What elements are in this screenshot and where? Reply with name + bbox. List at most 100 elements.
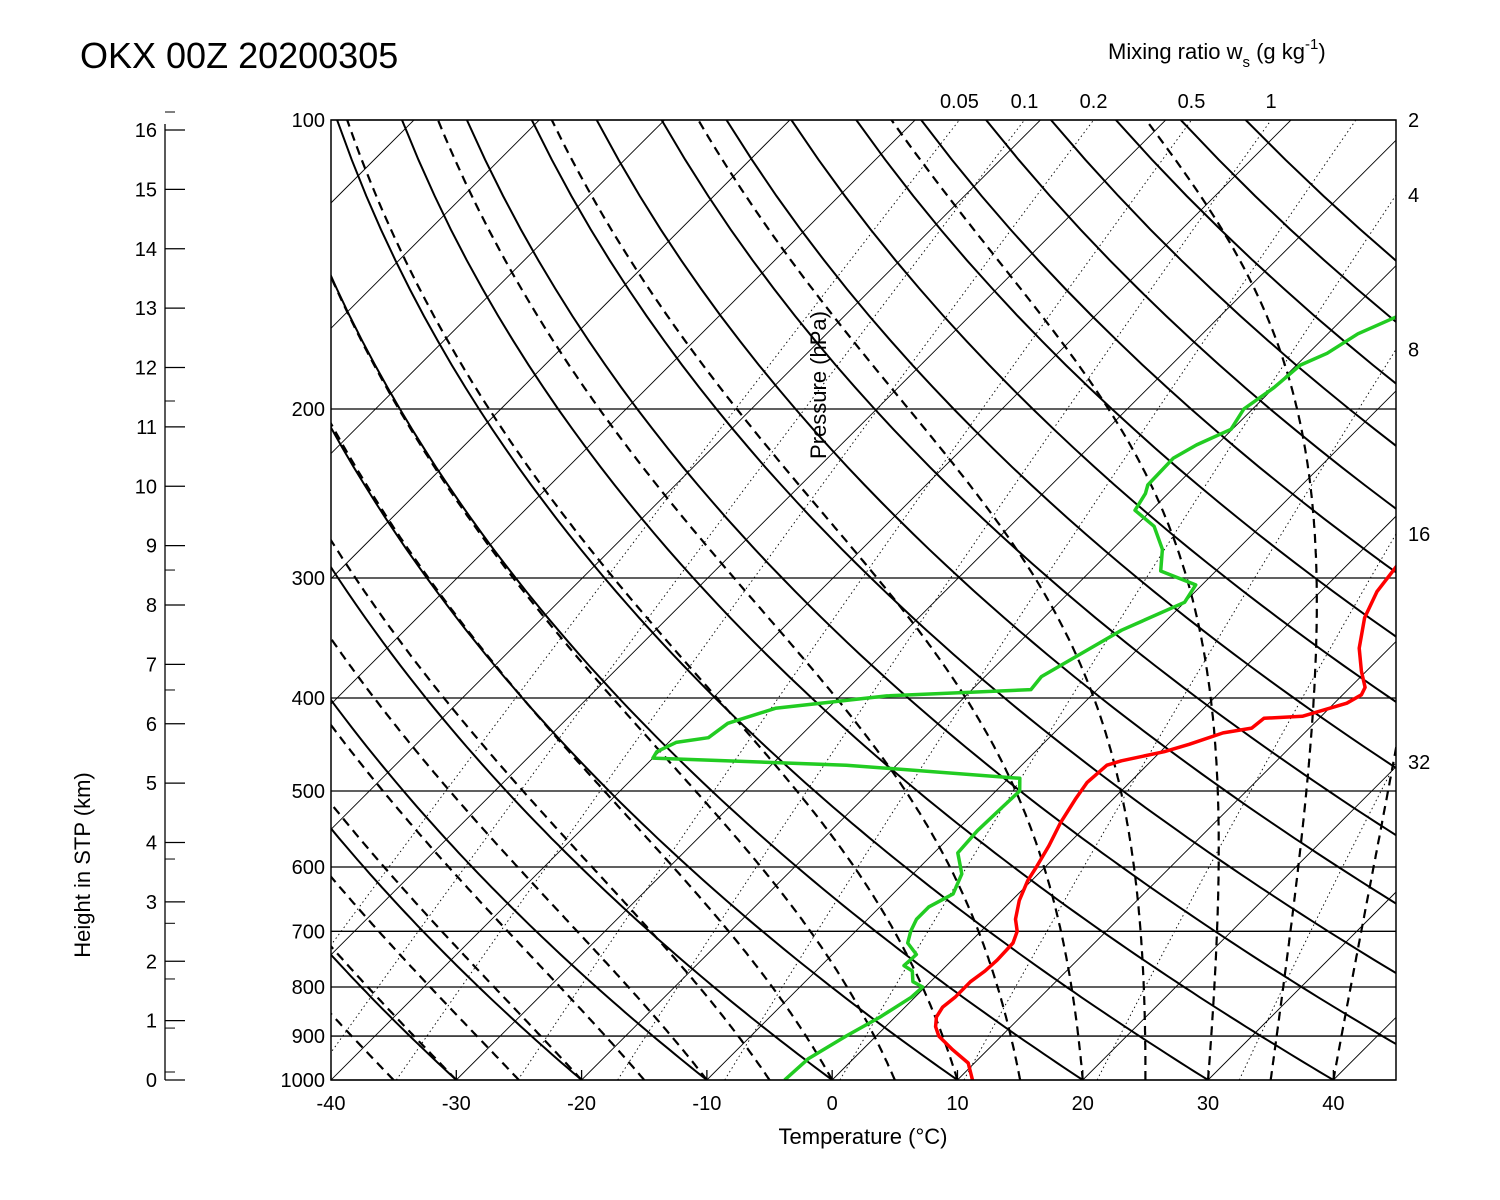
x-axis: -40 -30 -20 -10 0 10 20 30 40 — [317, 1070, 1344, 1115]
isotherm — [831, 515, 1396, 1080]
mixing-ratio-right-label: 4 — [1408, 185, 1419, 207]
mixing-ratio-ticks: 0.05 0.1 0.2 0.5 1 2 4 8 16 32 — [940, 91, 1430, 774]
x-tick-label: -10 — [692, 1093, 721, 1115]
height-tick-label: 8 — [146, 595, 157, 617]
moist-adiabat — [346, 120, 959, 1080]
mixing-ratio-right-label: 32 — [1408, 752, 1430, 774]
moist-adiabat — [550, 120, 1084, 1080]
background-lines — [331, 120, 1396, 1080]
x-tick-label: 20 — [1072, 1093, 1094, 1115]
mixing-ratio-line — [517, 120, 1192, 1080]
moist-adiabat — [331, 801, 583, 1080]
dry-adiabat — [331, 425, 959, 1080]
x-tick-label: -20 — [567, 1093, 596, 1115]
moist-adiabat — [331, 944, 458, 1080]
x-tick-label: 40 — [1322, 1093, 1344, 1115]
x-tick-label: -30 — [442, 1093, 471, 1115]
height-tick-label: 13 — [135, 298, 157, 320]
height-tick-label: 2 — [146, 951, 157, 973]
pressure-tick-label: 700 — [292, 921, 325, 943]
isotherm — [455, 139, 1396, 1080]
moist-adiabat — [331, 421, 834, 1080]
mixing-ratio-label-main: Mixing ratio w — [1108, 39, 1243, 64]
pressure-axis: 1000 900 800 700 600 500 400 300 200 100 — [281, 110, 326, 1092]
height-tick-label: 4 — [146, 833, 157, 855]
height-tick-label: 10 — [135, 476, 157, 498]
mixing-ratio-units-exponent: -1 — [1305, 36, 1318, 53]
dry-adiabat — [401, 120, 1334, 1080]
mixing-ratio-subscript: s — [1242, 54, 1250, 71]
dry-adiabat — [790, 120, 1396, 704]
x-axis-label: Temperature (°C) — [779, 1124, 948, 1149]
x-tick-label: 30 — [1197, 1093, 1219, 1115]
isotherm — [331, 120, 540, 329]
isotherm — [331, 120, 916, 705]
dry-adiabat — [855, 120, 1396, 638]
moist-adiabat — [331, 723, 646, 1080]
moist-adiabat — [331, 274, 896, 1080]
height-tick-label: 5 — [146, 773, 157, 795]
mixing-ratio-top-label: 0.05 — [940, 91, 979, 113]
dry-adiabat — [660, 120, 1396, 837]
dewpoint-profile — [651, 315, 1396, 1080]
isotherm — [331, 120, 1292, 1080]
isotherm — [1082, 766, 1396, 1080]
mixing-ratio-units: (g kg — [1250, 39, 1305, 64]
dry-adiabat — [331, 698, 708, 1080]
dry-adiabat — [331, 273, 1084, 1080]
isotherm — [331, 120, 1167, 956]
height-tick-label: 12 — [135, 358, 157, 380]
dry-adiabat — [530, 120, 1396, 975]
x-tick-label: 10 — [946, 1093, 968, 1115]
mixing-ratio-top-label: 0.1 — [1011, 91, 1039, 113]
height-tick-label: 1 — [146, 1011, 157, 1033]
isotherm — [581, 264, 1396, 1080]
dry-adiabat — [331, 826, 583, 1080]
moist-adiabat — [697, 120, 1147, 1080]
isotherm — [331, 120, 791, 580]
pressure-tick-label: 400 — [292, 688, 325, 710]
moist-adiabat — [331, 875, 520, 1080]
dry-adiabat — [331, 953, 457, 1080]
mixing-ratio-line — [963, 348, 1396, 1080]
pressure-tick-label: 100 — [292, 110, 325, 132]
height-tick-label: 0 — [146, 1070, 157, 1092]
plot-frame — [330, 119, 1397, 1081]
pressure-tick-label: 300 — [292, 568, 325, 590]
mixing-ratio-right-label: 8 — [1408, 340, 1419, 362]
mixing-ratio-label: Mixing ratio ws (g kg-1) — [1108, 36, 1326, 71]
pressure-tick-label: 200 — [292, 399, 325, 421]
height-tick-label: 3 — [146, 892, 157, 914]
x-tick-label: -40 — [317, 1093, 346, 1115]
dry-adiabat — [465, 120, 1396, 1046]
moist-adiabat — [890, 120, 1220, 1080]
mixing-ratio-top-label: 1 — [1266, 91, 1277, 113]
moist-adiabat — [1145, 120, 1318, 1080]
height-tick-label: 14 — [135, 239, 157, 261]
x-tick-label: 0 — [827, 1093, 838, 1115]
dry-adiabat — [595, 120, 1396, 905]
pressure-tick-label: 600 — [292, 857, 325, 879]
pressure-tick-label: 1000 — [281, 1070, 326, 1092]
isotherm — [331, 120, 665, 455]
dry-adiabat — [725, 120, 1396, 770]
mixing-ratio-right-label: 2 — [1408, 110, 1419, 132]
mixing-ratio-line — [331, 120, 1025, 1054]
mixing-ratio-right-label: 16 — [1408, 524, 1430, 546]
isotherm — [1207, 891, 1396, 1080]
height-tick-label: 16 — [135, 120, 157, 142]
isotherm — [331, 120, 1041, 831]
height-tick-label: 6 — [146, 714, 157, 736]
chart-title: OKX 00Z 20200305 — [80, 35, 398, 76]
svg-text:Mixing ratio ws (g kg-1): Mixing ratio ws (g kg-1) — [1108, 36, 1326, 71]
isotherm — [957, 640, 1396, 1080]
pressure-tick-label: 800 — [292, 977, 325, 999]
height-tick-label: 9 — [146, 536, 157, 558]
pressure-tick-label: 900 — [292, 1026, 325, 1048]
height-tick-label: 11 — [136, 417, 157, 439]
dry-adiabat — [336, 120, 1209, 1080]
height-tick-label: 7 — [146, 654, 157, 676]
